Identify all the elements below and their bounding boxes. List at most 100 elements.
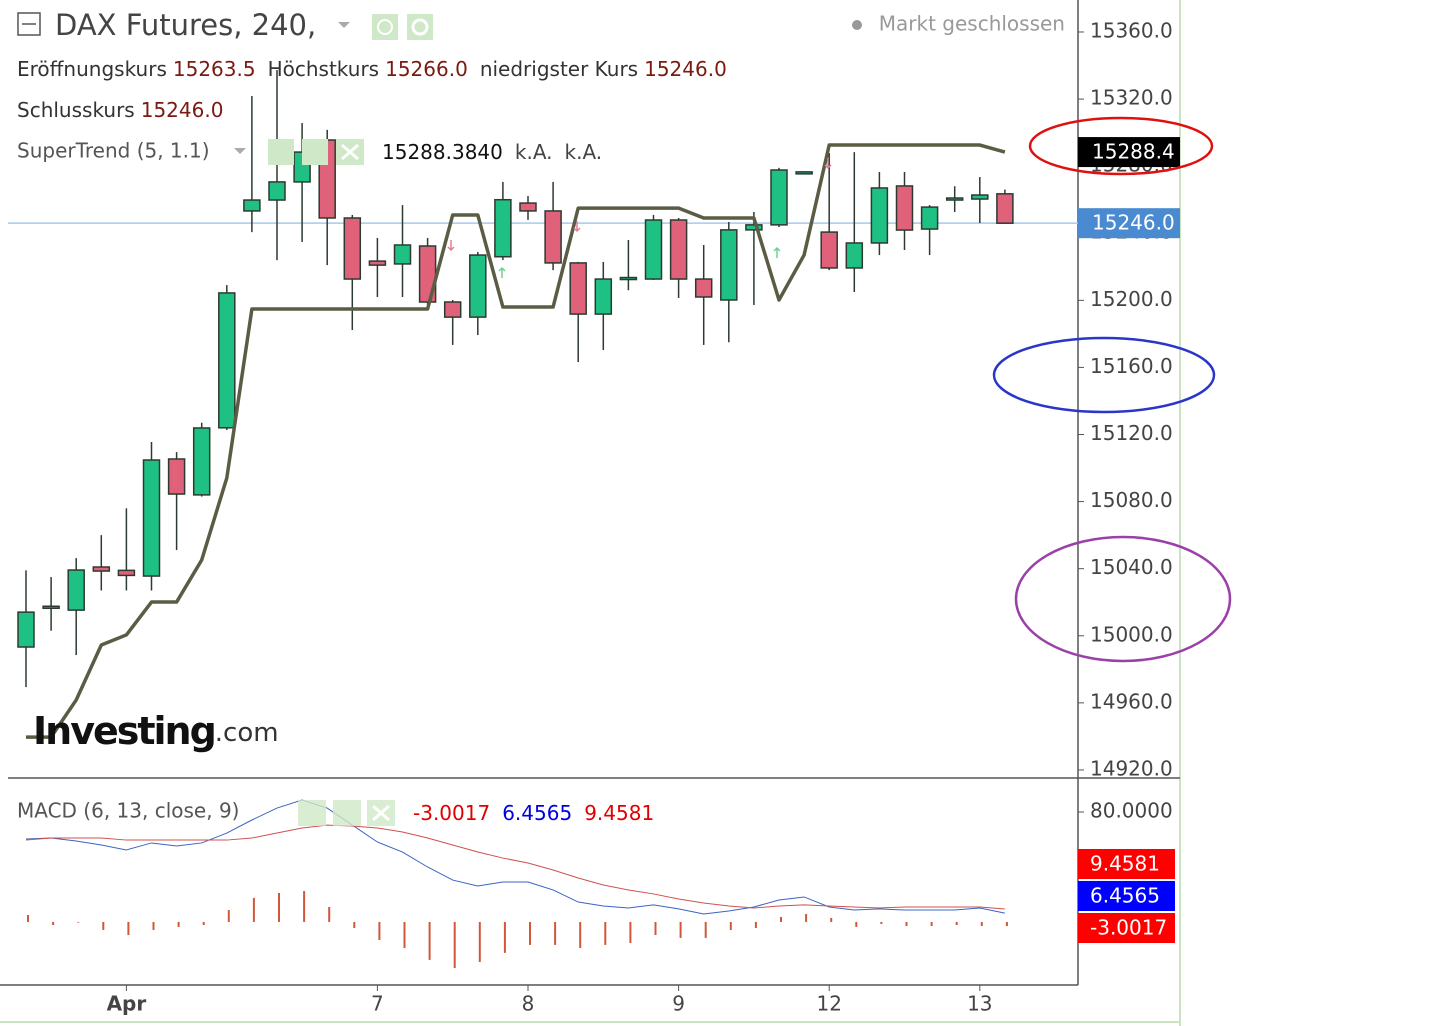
value-badge-label: -3.0017 [1090, 916, 1167, 940]
macd-line [25, 799, 1006, 915]
dropdown[interactable] [338, 22, 350, 28]
price-badge-label: 15246.0 [1092, 211, 1175, 235]
low-label: niedrigster Kurs [480, 57, 638, 81]
annotation-circle [1014, 535, 1232, 663]
x-tick-label: Apr [107, 992, 147, 1016]
settings-button[interactable] [302, 139, 328, 165]
value-badge [1078, 913, 1175, 943]
price-badge-label: 15288.4 [1092, 140, 1175, 164]
annotation-circle [1028, 116, 1214, 176]
open-label: Eröffnungskurs [17, 57, 167, 81]
settings-button[interactable] [333, 800, 361, 826]
y-tick-label: 15120.0 [1090, 421, 1173, 445]
indicator-value: k.A. [565, 140, 603, 164]
y-tick-label: 80.0000 [1090, 799, 1173, 823]
macd-hist-value: -3.0017 [413, 801, 490, 825]
candle-body [619, 276, 638, 281]
value-badge-label: 9.4581 [1090, 852, 1160, 876]
candle-body [192, 427, 211, 496]
y-tick-label: 15000.0 [1090, 622, 1173, 646]
value-badge-label: 6.4565 [1090, 884, 1160, 908]
x-tick-label: 12 [816, 992, 841, 1016]
market-status: Markt geschlossen [879, 12, 1065, 36]
eye-icon [377, 19, 393, 35]
close-label: Schlusskurs [17, 98, 135, 122]
indicator-value: 15288.3840 [382, 140, 503, 164]
candle-body [895, 185, 914, 231]
candle-body [243, 199, 261, 212]
candle-body [745, 224, 763, 231]
candle-body [343, 217, 362, 280]
candle-body [218, 292, 236, 429]
value-badge [1078, 881, 1175, 911]
candle-body [945, 197, 964, 201]
x-tick-label: 13 [967, 992, 992, 1016]
annotation-circle [992, 336, 1216, 414]
candle-body [694, 278, 713, 298]
candle-body [845, 242, 864, 269]
candle-body [167, 458, 186, 495]
candle-body [996, 193, 1014, 224]
y-tick-label: 14920.0 [1090, 756, 1173, 780]
supertrend-line [26, 143, 1006, 739]
watermark-domain: .com [215, 718, 279, 748]
collapse-button[interactable] [17, 12, 41, 36]
macd-value: 6.4565 [502, 801, 572, 825]
candle-body [870, 187, 889, 244]
indicator-values: 15288.3840 k.A. k.A. [382, 140, 602, 164]
candle-body [268, 181, 286, 201]
status-dot [852, 20, 862, 30]
candle-body [594, 278, 613, 315]
candle-body [544, 210, 562, 264]
macd-values: -3.0017 6.4565 9.4581 [413, 801, 654, 825]
candle-body [519, 202, 537, 212]
settings-button[interactable] [407, 14, 433, 40]
indicator-name: SuperTrend (5, 1.1) [17, 139, 210, 163]
candle-body [920, 206, 939, 230]
x-tick-label: 8 [522, 992, 535, 1016]
y-tick-label: 15320.0 [1090, 86, 1173, 110]
chart-title: DAX Futures, 240, [55, 8, 316, 42]
dropdown[interactable] [234, 148, 246, 154]
eye-button[interactable] [298, 800, 326, 826]
overlay: 15288.4 15246.0 9.4581 6.4565 -3.0017 [1078, 137, 1180, 943]
high-value: 15266.0 [385, 57, 468, 81]
candle-body [669, 219, 688, 280]
buy-signal [498, 266, 506, 278]
ohlc-legend: Eröffnungskurs 15263.5 Höchstkurs 15266.0 ni… [17, 57, 727, 81]
candle-body [795, 171, 813, 175]
candle-body [368, 260, 387, 266]
candle-body [67, 569, 85, 611]
y-tick-label: 15040.0 [1090, 555, 1173, 579]
x-tick-label: 7 [371, 992, 384, 1016]
high-label: Höchstkurs [268, 57, 380, 81]
candle-body [494, 198, 512, 258]
sell-signal [447, 240, 455, 252]
plot: 15360.015320.015280.015240.015200.015160… [8, 18, 1173, 1016]
watermark: Investing.com [33, 709, 279, 753]
candle-body [820, 231, 838, 269]
eye-button[interactable] [268, 139, 294, 165]
remove-icon [372, 804, 390, 822]
x-tick-label: 9 [672, 992, 685, 1016]
sell-signal [824, 158, 832, 170]
candle-body [443, 301, 462, 318]
buy-signal [773, 246, 781, 258]
candle-body [644, 219, 663, 280]
value-badge [1078, 849, 1175, 879]
remove-icon [341, 143, 359, 161]
y-tick-label: 15160.0 [1090, 354, 1173, 378]
price-badge [1078, 137, 1180, 168]
candle-body [393, 244, 412, 265]
signal-value: 9.4581 [584, 801, 654, 825]
macd-line [25, 824, 1005, 910]
y-tick-label: 15200.0 [1090, 287, 1173, 311]
ohlc-legend: Schlusskurs 15246.0 [17, 98, 223, 122]
eye-button[interactable] [372, 14, 398, 40]
candle-body [469, 254, 487, 318]
open-value: 15263.5 [173, 57, 256, 81]
y-tick-label: 15080.0 [1090, 488, 1173, 512]
y-tick-label: 15360.0 [1090, 18, 1173, 42]
